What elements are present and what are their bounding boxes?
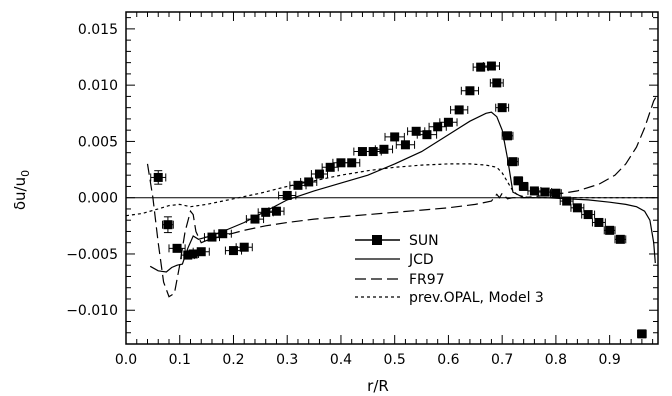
sun-data-point: [492, 78, 502, 88]
y-tick-label: 0.005: [78, 134, 118, 150]
series-line-prev-opal-model-3: [126, 163, 656, 217]
legend-label-sun: SUN: [409, 233, 439, 249]
sun-data-point: [551, 188, 561, 198]
sun-data-point: [594, 217, 604, 227]
sun-data-point: [465, 86, 475, 96]
sun-data-point: [540, 187, 550, 197]
sun-data-point: [304, 177, 314, 187]
x-tick-label: 0.6: [437, 352, 459, 368]
sun-data-point: [519, 181, 529, 191]
sun-data-point: [250, 214, 260, 224]
sun-data-point: [422, 130, 432, 140]
x-tick-label: 0.2: [222, 352, 244, 368]
sun-data-point: [282, 190, 292, 200]
sun-data-point: [572, 203, 582, 213]
sun-data-point: [368, 147, 378, 157]
sun-data-point: [153, 172, 163, 182]
sun-data-point: [172, 243, 182, 253]
sun-data-point: [637, 329, 647, 339]
sun-data-point: [605, 225, 615, 235]
sun-data-point: [271, 206, 281, 216]
y-tick-label: 0.000: [78, 191, 118, 207]
sun-data-point: [486, 61, 496, 71]
sun-data-point: [228, 246, 238, 256]
y-tick-label: 0.010: [78, 78, 118, 94]
sun-data-point: [476, 62, 486, 72]
y-axis-label: δu/u0: [11, 170, 32, 210]
legend-label-opal: prev.OPAL, Model 3: [409, 290, 544, 306]
sun-data-point: [583, 210, 593, 220]
sun-data-point: [218, 229, 228, 239]
sun-data-point: [508, 157, 518, 167]
sun-data-point: [513, 176, 523, 186]
y-tick-label: −0.010: [66, 303, 118, 319]
sun-data-point: [207, 232, 217, 242]
x-tick-label: 0.0: [115, 352, 137, 368]
sun-data-point: [261, 207, 271, 217]
svg-text:δu/u0: δu/u0: [11, 170, 32, 210]
legend: SUN JCD FR97 prev.OPAL, Model 3: [355, 233, 544, 306]
y-axis-label-subscript: 0: [19, 170, 32, 177]
x-tick-label: 0.7: [491, 352, 513, 368]
x-tick-label: 0.4: [330, 352, 352, 368]
sun-data-point: [357, 147, 367, 157]
plot-frame: [125, 11, 659, 345]
y-tick-label: 0.015: [78, 22, 118, 38]
x-tick-label: 0.5: [384, 352, 406, 368]
sun-data-point: [529, 186, 539, 196]
x-tick-label: 0.8: [545, 352, 567, 368]
sun-data-point: [347, 158, 357, 168]
sun-data-point: [163, 220, 173, 230]
sun-data-point: [239, 242, 249, 252]
sun-data-point: [433, 122, 443, 132]
legend-label-jcd: JCD: [408, 252, 434, 268]
series-line-fr97: [146, 96, 657, 298]
sun-data-point: [400, 140, 410, 150]
sun-data-point: [562, 196, 572, 206]
sun-data-point: [615, 234, 625, 244]
sun-data-point: [503, 131, 513, 141]
sun-data-point: [336, 158, 346, 168]
series-line-jcd: [149, 111, 656, 273]
sun-data-point: [390, 132, 400, 142]
sun-data-point: [293, 180, 303, 190]
sun-data-point: [443, 117, 453, 127]
y-tick-label: −0.005: [66, 247, 118, 263]
x-axis-label: r/R: [367, 377, 389, 395]
sun-data-point: [314, 169, 324, 179]
plot-layer: 0.0 0.1 0.2 0.3 0.4 0.5 0.6 0.7 0.8 0.9 −0.010 −0.0…: [66, 11, 659, 368]
sun-data-point: [325, 162, 335, 172]
sun-data-point: [411, 126, 421, 136]
sun-data-point: [379, 144, 389, 154]
sun-data-point: [454, 105, 464, 115]
x-tick-label: 0.3: [276, 352, 298, 368]
x-tick-label: 0.1: [169, 352, 191, 368]
legend-sun-marker: [372, 235, 382, 245]
sun-data-point: [196, 247, 206, 257]
x-tick-label: 0.9: [599, 352, 621, 368]
y-axis-label-main: δu/u: [11, 177, 29, 210]
sun-data-point: [497, 103, 507, 113]
legend-label-fr97: FR97: [409, 272, 445, 288]
